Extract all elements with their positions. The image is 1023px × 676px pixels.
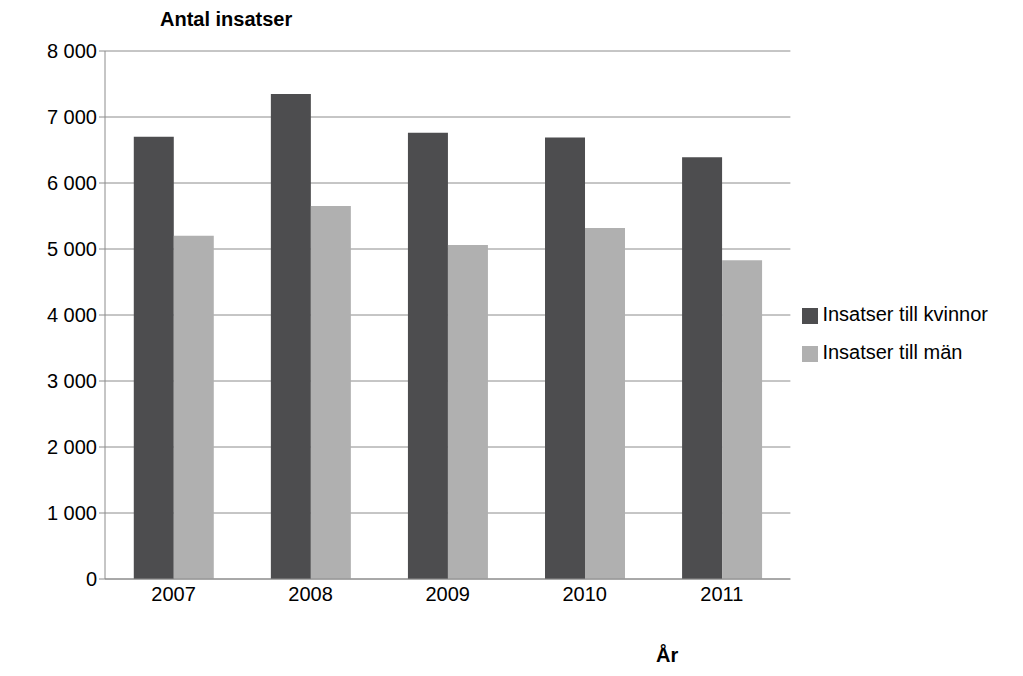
svg-text:2009: 2009 [425,583,470,605]
html-text:Insatser till män: Insatser till män [822,341,963,363]
svg-text:2010: 2010 [563,583,608,605]
svg-text:2008: 2008 [288,583,333,605]
html-text:År: År [656,644,679,666]
svg-text:1 000: 1 000 [47,502,97,524]
svg-text:4 000: 4 000 [47,304,97,326]
svg-text:8 000: 8 000 [47,40,97,62]
svg-text:3 000: 3 000 [47,370,97,392]
svg-text:2007: 2007 [151,583,196,605]
svg-text:2011: 2011 [700,583,743,605]
svg-text:5 000: 5 000 [47,238,97,260]
svg-text:6 000: 6 000 [47,172,97,194]
html-text:Antal insatser: Antal insatser [160,8,293,30]
svg-text:7 000: 7 000 [47,106,97,128]
svg-text:0: 0 [86,568,97,590]
html-text:Insatser till kvinnor: Insatser till kvinnor [822,303,988,325]
svg-text:2 000: 2 000 [47,436,97,458]
